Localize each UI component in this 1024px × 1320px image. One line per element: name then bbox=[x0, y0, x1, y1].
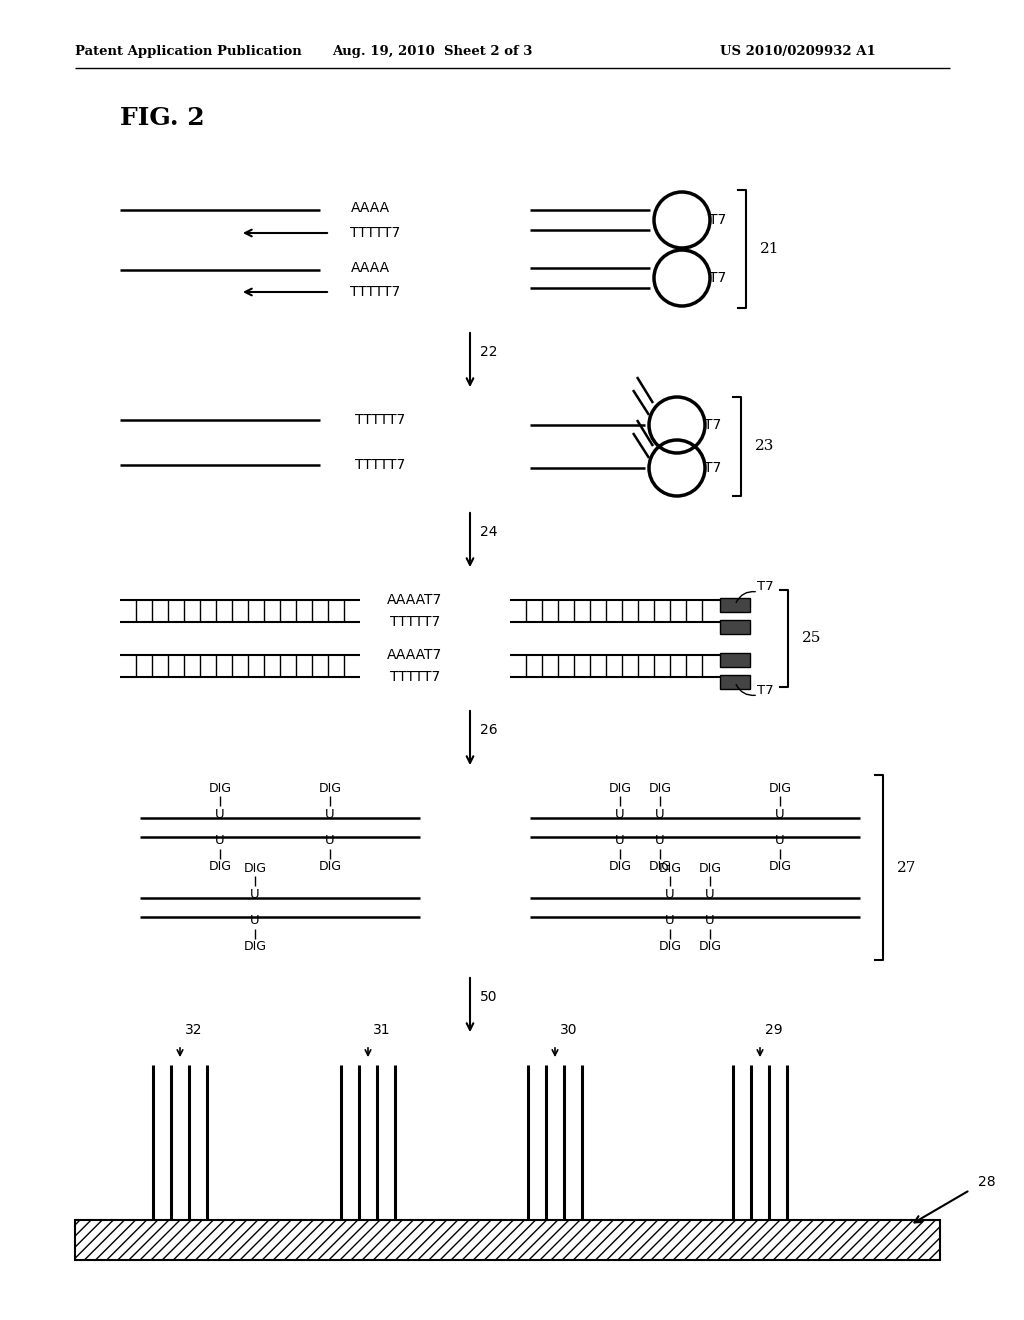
Text: 50: 50 bbox=[480, 990, 498, 1005]
Text: DIG: DIG bbox=[658, 862, 682, 874]
Text: U: U bbox=[215, 834, 225, 847]
Text: DIG: DIG bbox=[244, 940, 266, 953]
Text: DIG: DIG bbox=[768, 781, 792, 795]
Text: U: U bbox=[706, 887, 715, 900]
Text: Patent Application Publication: Patent Application Publication bbox=[75, 45, 302, 58]
Text: U: U bbox=[615, 834, 625, 847]
Text: U: U bbox=[215, 808, 225, 821]
Text: TTTTT7: TTTTT7 bbox=[350, 226, 400, 240]
Text: T7: T7 bbox=[705, 418, 722, 432]
Text: U: U bbox=[655, 808, 665, 821]
Text: U: U bbox=[250, 915, 260, 928]
Text: DIG: DIG bbox=[608, 861, 632, 874]
Text: T7: T7 bbox=[705, 461, 722, 475]
Text: FIG. 2: FIG. 2 bbox=[120, 106, 205, 129]
Text: DIG: DIG bbox=[768, 861, 792, 874]
Text: T7: T7 bbox=[757, 579, 773, 593]
Text: TTTTT7: TTTTT7 bbox=[390, 671, 440, 684]
Text: 28: 28 bbox=[978, 1175, 995, 1189]
Text: DIG: DIG bbox=[209, 861, 231, 874]
Text: DIG: DIG bbox=[244, 862, 266, 874]
Text: U: U bbox=[326, 808, 335, 821]
Text: DIG: DIG bbox=[658, 940, 682, 953]
Text: U: U bbox=[666, 887, 675, 900]
Bar bbox=[720, 620, 750, 634]
Text: DIG: DIG bbox=[318, 781, 341, 795]
Text: T7: T7 bbox=[757, 685, 773, 697]
Text: 21: 21 bbox=[760, 242, 779, 256]
Text: AAAAT7: AAAAT7 bbox=[387, 648, 442, 663]
Text: TTTTT7: TTTTT7 bbox=[355, 458, 406, 473]
Text: U: U bbox=[775, 808, 784, 821]
Text: DIG: DIG bbox=[648, 861, 672, 874]
Text: Aug. 19, 2010  Sheet 2 of 3: Aug. 19, 2010 Sheet 2 of 3 bbox=[332, 45, 532, 58]
Text: U: U bbox=[615, 808, 625, 821]
Text: 30: 30 bbox=[560, 1023, 578, 1038]
Bar bbox=[720, 653, 750, 667]
Text: AAAA: AAAA bbox=[350, 201, 389, 215]
Text: TTTTT7: TTTTT7 bbox=[355, 413, 406, 426]
Text: U: U bbox=[706, 915, 715, 928]
Text: DIG: DIG bbox=[318, 861, 341, 874]
Text: 31: 31 bbox=[373, 1023, 390, 1038]
Text: U: U bbox=[775, 834, 784, 847]
Text: DIG: DIG bbox=[209, 781, 231, 795]
Text: AAAA: AAAA bbox=[350, 261, 389, 275]
Text: AAAAT7: AAAAT7 bbox=[387, 593, 442, 607]
Bar bbox=[75, 1220, 940, 1261]
Text: 23: 23 bbox=[755, 440, 774, 454]
Text: TTTTT7: TTTTT7 bbox=[350, 285, 400, 300]
Text: U: U bbox=[655, 834, 665, 847]
Text: DIG: DIG bbox=[608, 781, 632, 795]
Text: TTTTT7: TTTTT7 bbox=[390, 615, 440, 630]
Text: 26: 26 bbox=[480, 723, 498, 737]
Text: U: U bbox=[250, 887, 260, 900]
Bar bbox=[720, 675, 750, 689]
Text: DIG: DIG bbox=[698, 862, 722, 874]
Text: 24: 24 bbox=[480, 525, 498, 539]
Text: 27: 27 bbox=[897, 861, 916, 874]
Text: U: U bbox=[666, 915, 675, 928]
Text: 22: 22 bbox=[480, 345, 498, 359]
Text: DIG: DIG bbox=[698, 940, 722, 953]
Text: T7: T7 bbox=[710, 271, 727, 285]
Text: DIG: DIG bbox=[648, 781, 672, 795]
Text: U: U bbox=[326, 834, 335, 847]
Text: T7: T7 bbox=[710, 213, 727, 227]
Text: 32: 32 bbox=[185, 1023, 203, 1038]
Text: US 2010/0209932 A1: US 2010/0209932 A1 bbox=[720, 45, 876, 58]
Text: 25: 25 bbox=[802, 631, 821, 645]
Text: 29: 29 bbox=[765, 1023, 782, 1038]
Bar bbox=[720, 598, 750, 612]
